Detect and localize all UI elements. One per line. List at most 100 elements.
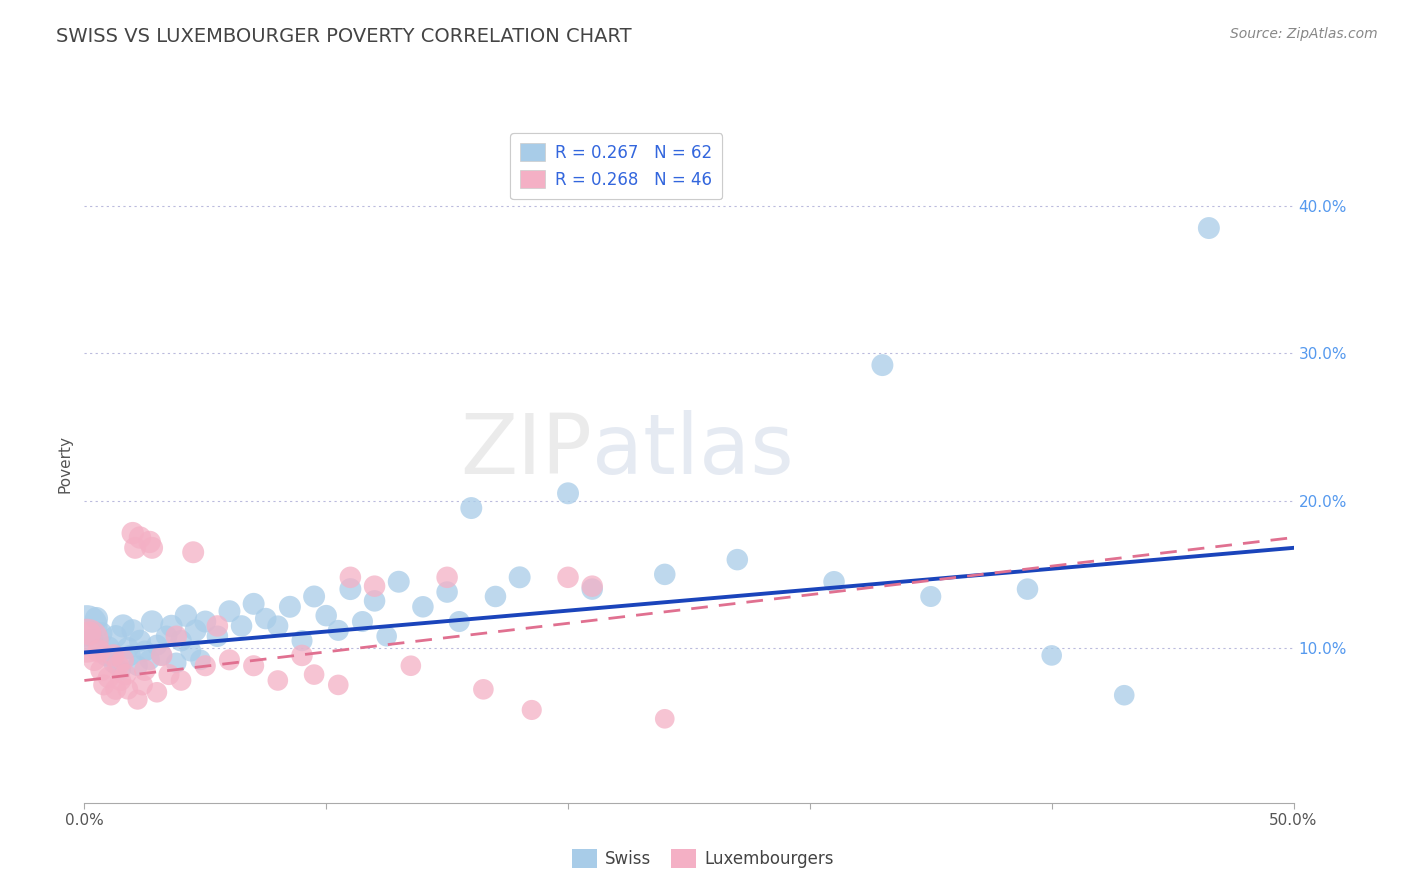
Point [121,526,143,541]
Point [242,658,264,673]
Point [231,619,253,633]
Y-axis label: Poverty: Poverty [58,434,73,493]
Point [160,619,183,633]
Point [291,633,314,648]
Point [110,663,132,677]
Point [94,648,117,663]
Point [872,358,894,372]
Point [104,682,127,697]
Point [134,663,156,677]
Point [120,648,142,663]
Point [328,678,350,692]
Point [170,633,193,648]
Point [141,615,163,629]
Point [129,633,152,648]
Point [121,624,143,638]
Point [170,673,193,688]
Point [436,570,458,584]
Point [129,531,152,545]
Point [375,629,398,643]
Point [242,597,264,611]
Point [218,653,240,667]
Point [315,608,337,623]
Point [127,658,149,673]
Point [80,633,103,648]
Point [146,685,169,699]
Point [107,658,129,673]
Point [155,629,177,643]
Text: atlas: atlas [592,409,794,491]
Point [180,644,202,658]
Point [509,570,531,584]
Point [1114,688,1136,702]
Point [1040,648,1063,663]
Point [114,667,136,681]
Point [460,501,482,516]
Text: Source: ZipAtlas.com: Source: ZipAtlas.com [1230,27,1378,41]
Legend: Swiss, Luxembourgers: Swiss, Luxembourgers [565,843,841,875]
Point [654,567,676,582]
Point [388,574,411,589]
Point [165,629,187,643]
Point [181,545,204,559]
Point [112,653,135,667]
Point [90,626,112,640]
Point [472,682,495,697]
Point [104,629,127,643]
Point [150,648,173,663]
Point [86,611,108,625]
Point [1017,582,1039,596]
Point [1198,221,1220,235]
Point [328,624,350,638]
Point [267,619,290,633]
Point [124,541,146,555]
Point [83,653,105,667]
Point [146,638,169,652]
Point [194,615,217,629]
Point [131,678,153,692]
Legend: R = 0.267   N = 62, R = 0.268   N = 46: R = 0.267 N = 62, R = 0.268 N = 46 [510,133,723,199]
Point [87,644,110,658]
Point [412,599,434,614]
Text: SWISS VS LUXEMBOURGER POVERTY CORRELATION CHART: SWISS VS LUXEMBOURGER POVERTY CORRELATIO… [56,27,631,45]
Point [291,648,314,663]
Point [110,673,132,688]
Point [97,671,120,685]
Point [103,656,125,670]
Point [157,667,180,681]
Point [557,486,579,500]
Point [352,615,374,629]
Point [278,599,301,614]
Point [725,552,748,566]
Point [100,688,122,702]
Point [207,619,229,633]
Point [138,653,160,667]
Point [117,682,139,697]
Point [117,641,139,656]
Point [267,673,290,688]
Point [363,579,385,593]
Point [436,585,458,599]
Point [449,615,471,629]
Point [76,633,98,648]
Point [141,541,163,555]
Point [581,582,603,596]
Point [93,678,115,692]
Point [127,692,149,706]
Point [254,611,277,625]
Point [112,619,135,633]
Point [138,535,160,549]
Point [581,579,603,593]
Point [363,594,385,608]
Point [103,648,125,663]
Point [339,570,361,584]
Point [557,570,579,584]
Point [134,644,156,658]
Point [520,703,543,717]
Point [97,641,120,656]
Point [302,590,325,604]
Point [150,648,173,663]
Point [90,663,112,677]
Point [920,590,942,604]
Text: ZIP: ZIP [460,409,592,491]
